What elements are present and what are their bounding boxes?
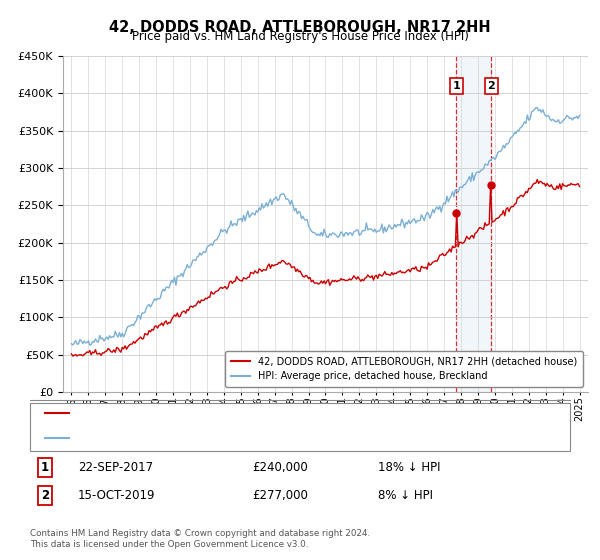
- Text: 22-SEP-2017: 22-SEP-2017: [78, 461, 153, 474]
- Text: £277,000: £277,000: [252, 489, 308, 502]
- Text: 18% ↓ HPI: 18% ↓ HPI: [378, 461, 440, 474]
- Text: HPI: Average price, detached house, Breckland: HPI: Average price, detached house, Brec…: [72, 433, 317, 443]
- Text: 2: 2: [41, 489, 49, 502]
- Text: 1: 1: [41, 461, 49, 474]
- Text: 8% ↓ HPI: 8% ↓ HPI: [378, 489, 433, 502]
- Text: 42, DODDS ROAD, ATTLEBOROUGH, NR17 2HH: 42, DODDS ROAD, ATTLEBOROUGH, NR17 2HH: [109, 20, 491, 35]
- Text: 15-OCT-2019: 15-OCT-2019: [78, 489, 155, 502]
- Text: 1: 1: [452, 81, 460, 91]
- Text: 42, DODDS ROAD, ATTLEBOROUGH, NR17 2HH (detached house): 42, DODDS ROAD, ATTLEBOROUGH, NR17 2HH (…: [72, 408, 411, 418]
- Text: Price paid vs. HM Land Registry's House Price Index (HPI): Price paid vs. HM Land Registry's House …: [131, 30, 469, 43]
- Legend: 42, DODDS ROAD, ATTLEBOROUGH, NR17 2HH (detached house), HPI: Average price, det: 42, DODDS ROAD, ATTLEBOROUGH, NR17 2HH (…: [225, 351, 583, 387]
- Text: £240,000: £240,000: [252, 461, 308, 474]
- Text: 2: 2: [487, 81, 495, 91]
- Bar: [457, 56, 491, 392]
- Text: Contains HM Land Registry data © Crown copyright and database right 2024.
This d: Contains HM Land Registry data © Crown c…: [30, 529, 370, 549]
